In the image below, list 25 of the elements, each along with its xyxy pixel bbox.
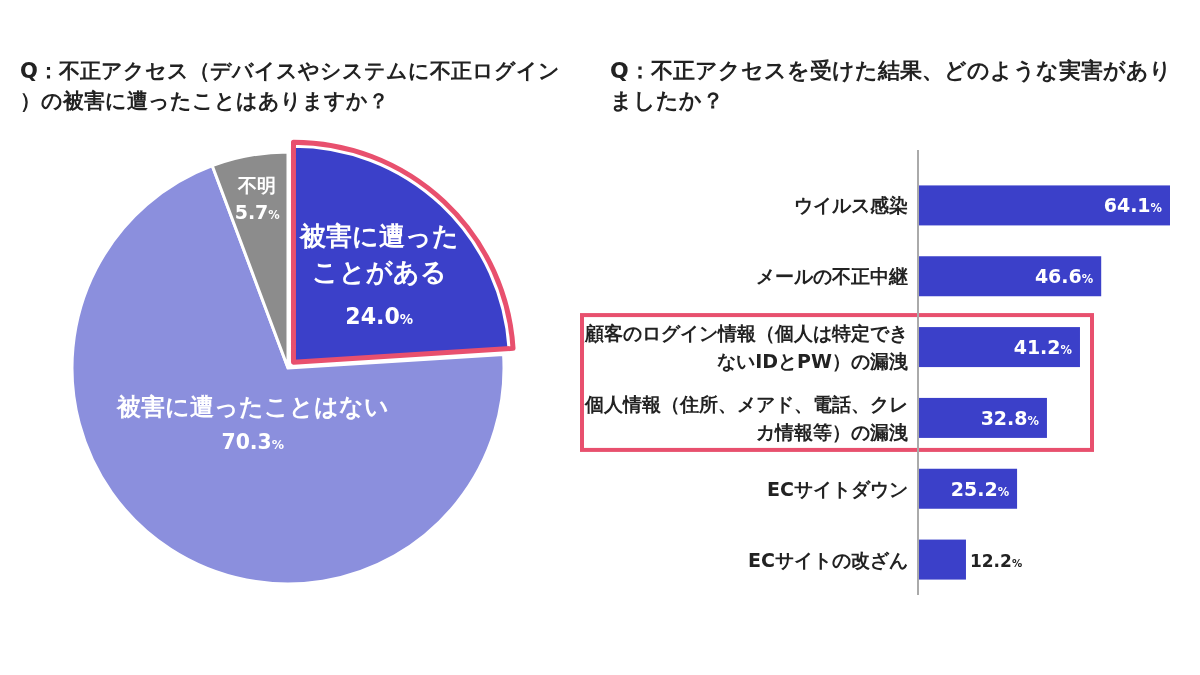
- chart-title: Q：不正アクセスを受けた結果、どのような実害がありましたか？: [610, 58, 1172, 113]
- bar: [918, 539, 966, 580]
- y-tick-label: メールの不正中継: [756, 265, 908, 288]
- y-tick-label: ECサイトダウン: [767, 477, 908, 500]
- y-tick-label: 顧客のログイン情報（個人は特定できないIDとPW）の漏洩: [584, 322, 908, 373]
- bar: [918, 327, 1080, 368]
- y-tick-label: ECサイトの改ざん: [748, 548, 908, 571]
- data-label: 24.0%: [345, 302, 414, 329]
- slice-label: 被害に遭ったことがある: [298, 220, 459, 288]
- data-label: 12.2%: [969, 550, 1023, 571]
- data-label: 5.7%: [234, 200, 281, 223]
- slice-label: 被害に遭ったことはない: [115, 393, 389, 422]
- y-tick-label: ウイルス感染: [794, 194, 908, 217]
- data-label: 46.6%: [1034, 265, 1094, 288]
- data-label: 32.8%: [980, 406, 1040, 429]
- bar: [918, 256, 1102, 297]
- data-label: 64.1%: [1103, 194, 1163, 217]
- data-label: 25.2%: [950, 477, 1010, 500]
- y-tick-label: 個人情報（住所、メアド、電話、クレカ情報等）の漏洩: [584, 392, 908, 443]
- data-label: 41.2%: [1013, 336, 1073, 359]
- bar: [918, 185, 1170, 226]
- bar: [918, 397, 1047, 438]
- data-label: 70.3%: [221, 429, 285, 454]
- chart-title: Q：不正アクセス（デバイスやシステムに不正ログイン）の被害に遭ったことはありますか？: [20, 59, 560, 113]
- slice-label: 不明: [237, 174, 277, 197]
